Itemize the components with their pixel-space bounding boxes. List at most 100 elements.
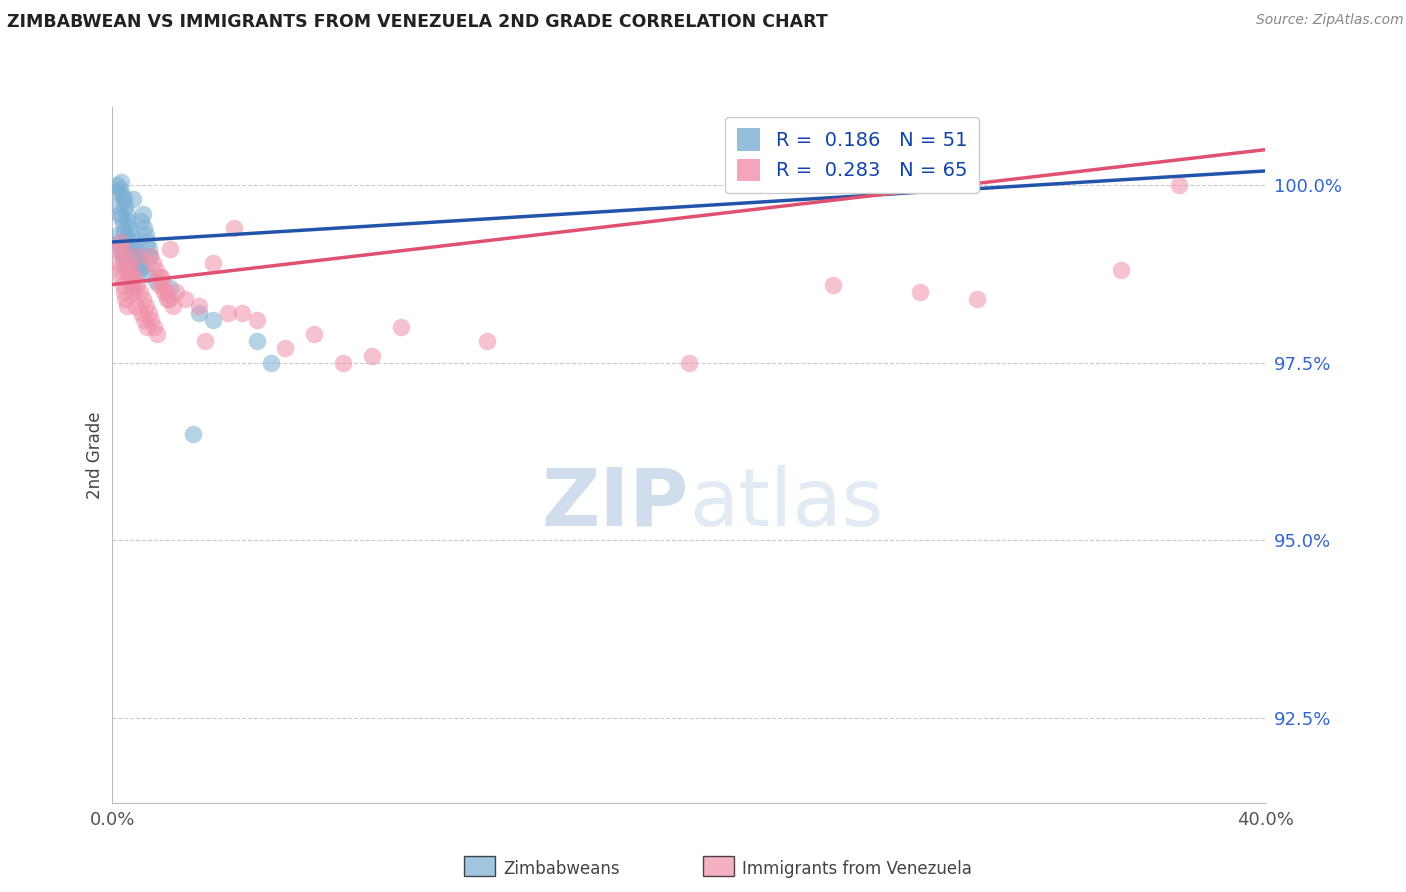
Point xyxy=(107,186,129,200)
Point xyxy=(908,285,931,299)
Y-axis label: 2nd Grade: 2nd Grade xyxy=(86,411,104,499)
Point xyxy=(127,249,149,263)
Point xyxy=(121,192,143,206)
Point xyxy=(111,242,134,256)
Point xyxy=(105,242,128,256)
Point xyxy=(105,178,128,193)
Point xyxy=(145,263,167,277)
Point xyxy=(114,249,136,263)
Point xyxy=(111,277,134,292)
Point xyxy=(120,274,142,288)
Point xyxy=(125,249,148,263)
Point xyxy=(124,242,146,256)
Point xyxy=(129,260,153,274)
Point xyxy=(148,277,170,292)
Point xyxy=(155,285,177,299)
Point xyxy=(121,285,143,299)
Point xyxy=(132,206,155,220)
Point xyxy=(360,349,382,363)
Point xyxy=(122,235,145,249)
Point xyxy=(136,267,159,281)
Point xyxy=(114,199,136,213)
Point xyxy=(194,334,217,349)
Point xyxy=(120,227,142,242)
Point xyxy=(181,426,204,441)
Point xyxy=(135,227,157,242)
Point xyxy=(124,252,146,267)
Point xyxy=(274,342,297,356)
Point xyxy=(117,263,139,277)
Point xyxy=(134,313,156,327)
Point xyxy=(245,313,267,327)
Point xyxy=(120,263,142,277)
Text: Source: ZipAtlas.com: Source: ZipAtlas.com xyxy=(1256,13,1403,28)
Point xyxy=(114,292,136,306)
Point xyxy=(115,206,138,220)
Point xyxy=(127,256,149,270)
Point xyxy=(136,320,159,334)
Point xyxy=(188,306,211,320)
Point xyxy=(112,285,135,299)
Point xyxy=(217,306,239,320)
Point xyxy=(129,213,153,227)
Point xyxy=(118,220,141,235)
Point xyxy=(966,292,988,306)
Point xyxy=(132,292,155,306)
Point xyxy=(124,299,146,313)
Point xyxy=(159,242,181,256)
Legend: R =  0.186   N = 51, R =  0.283   N = 65: R = 0.186 N = 51, R = 0.283 N = 65 xyxy=(725,117,979,193)
Point xyxy=(173,292,195,306)
Point xyxy=(149,270,172,285)
Point xyxy=(118,270,141,285)
Point xyxy=(107,256,129,270)
Point xyxy=(150,270,173,285)
Point xyxy=(146,327,169,342)
Point xyxy=(1167,178,1189,193)
Text: ZIP: ZIP xyxy=(541,465,689,542)
Point xyxy=(304,327,326,342)
Point xyxy=(115,231,138,245)
Point xyxy=(135,299,157,313)
Point xyxy=(117,213,139,227)
Point xyxy=(134,220,156,235)
Point xyxy=(108,182,131,196)
Point xyxy=(115,299,138,313)
Point xyxy=(121,245,143,260)
Point xyxy=(138,306,160,320)
Point xyxy=(475,334,498,349)
Point xyxy=(122,270,145,285)
Point xyxy=(108,263,131,277)
Point xyxy=(152,277,174,292)
Point xyxy=(128,285,150,299)
Point xyxy=(136,235,159,249)
Point xyxy=(332,356,354,370)
Point xyxy=(117,267,139,281)
Point xyxy=(231,306,253,320)
Point xyxy=(122,281,145,295)
Point xyxy=(678,356,700,370)
Point xyxy=(111,245,134,260)
Point xyxy=(1111,263,1133,277)
Point xyxy=(159,281,181,295)
Point xyxy=(162,299,184,313)
Point xyxy=(112,192,135,206)
Point xyxy=(141,313,163,327)
Point xyxy=(112,224,135,238)
Point xyxy=(110,175,132,189)
Text: ZIMBABWEAN VS IMMIGRANTS FROM VENEZUELA 2ND GRADE CORRELATION CHART: ZIMBABWEAN VS IMMIGRANTS FROM VENEZUELA … xyxy=(7,13,828,31)
Point xyxy=(157,292,180,306)
Point xyxy=(156,292,179,306)
Point xyxy=(138,242,160,256)
Point xyxy=(260,356,283,370)
Point xyxy=(128,263,150,277)
Point xyxy=(143,320,166,334)
Point xyxy=(108,206,131,220)
Point xyxy=(107,199,129,213)
Point xyxy=(139,249,162,263)
Point xyxy=(110,270,132,285)
Point xyxy=(108,235,131,249)
Point xyxy=(142,256,165,270)
Point xyxy=(389,320,412,334)
Point xyxy=(118,238,141,252)
Point xyxy=(153,285,176,299)
